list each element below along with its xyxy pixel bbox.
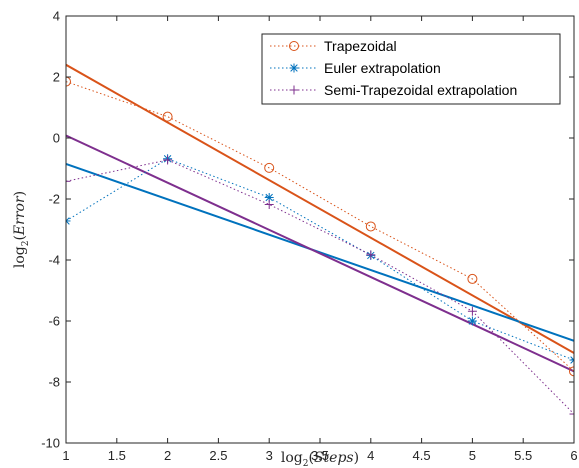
series-1-point-5-d1: [570, 356, 574, 361]
x-axis-label-close: ): [354, 450, 359, 466]
series-2-point-1: [163, 155, 173, 165]
series-0-point-0: [66, 76, 71, 87]
series-1-point-0-d2: [66, 217, 70, 222]
series-2-line: [66, 159, 574, 415]
series-0-line: [66, 81, 574, 372]
series-2-point-5: [569, 409, 574, 419]
legend-label-1: Euler extrapolation: [324, 60, 441, 76]
y-axis-label: log2(Error): [12, 191, 31, 268]
y-tick-label-2: -6: [48, 314, 60, 329]
series-0-point-5: [569, 366, 574, 377]
plot-content: [66, 63, 574, 419]
series-1-point-4: [467, 316, 477, 326]
y-axis-label-subscript: 2: [21, 241, 31, 247]
series-2-point-2: [264, 199, 274, 209]
x-tick-label-10: 6: [570, 448, 577, 463]
series-1-point-2-d2: [265, 193, 273, 202]
y-tick-label-0: -10: [41, 436, 60, 451]
legend-item-0: Trapezoidal: [270, 38, 397, 54]
series-2: [66, 134, 574, 373]
y-tick-label-1: -8: [48, 375, 60, 390]
x-tick-label-7: 4.5: [413, 448, 431, 463]
legend-marker-2: [289, 85, 299, 95]
x-tick-label-6: 4: [367, 448, 374, 463]
series-1-point-5-d2: [570, 359, 574, 364]
x-tick-label-0: 1: [62, 448, 69, 463]
y-axis-label-close: ): [12, 191, 28, 196]
y-tick-label-3: -4: [48, 253, 60, 268]
legend-label-0: Trapezoidal: [324, 38, 397, 54]
x-tick-label-9: 5.5: [514, 448, 532, 463]
x-axis-label: log2(Steps): [281, 450, 359, 468]
series-0-data: [66, 76, 574, 377]
series-1-point-5: [569, 355, 574, 365]
series-2-data: [66, 155, 574, 419]
x-axis-label-arg: (: [309, 450, 314, 466]
series-2-point-4: [467, 306, 477, 316]
plot-area: [66, 63, 574, 419]
x-axis-label-subscript: 2: [303, 459, 309, 468]
x-axis-label-word: Steps: [314, 450, 354, 466]
series-1-point-0-d1: [66, 220, 70, 225]
legend-marker-1: [289, 63, 299, 73]
legend-box: [261, 33, 561, 105]
legend-item-2: Semi-Trapezoidal extrapolation: [270, 82, 517, 98]
series-0-point-4: [467, 273, 478, 284]
y-tick-label-5: 0: [53, 131, 60, 146]
y-axis-label-arg: (: [12, 235, 28, 240]
y-axis-label-word: Error: [12, 195, 28, 236]
series-0-fit-line: [66, 63, 574, 354]
x-tick-label-5: 3.5: [311, 448, 329, 463]
legend-item-1: Euler extrapolation: [270, 60, 441, 76]
series-0: [66, 63, 574, 354]
y-tick-label-7: 4: [53, 9, 60, 24]
series-2-point-0: [66, 176, 71, 186]
series-0-point-1: [162, 111, 173, 122]
x-tick-label-8: 5: [469, 448, 476, 463]
y-tick-label-4: -2: [48, 192, 60, 207]
legend: Trapezoidal Euler extrapolation Semi-Trape…: [261, 33, 561, 105]
x-tick-label-3: 2.5: [209, 448, 227, 463]
x-tick-label-4: 3: [266, 448, 273, 463]
y-tick-label-6: 2: [53, 70, 60, 85]
x-tick-label-1: 1.5: [108, 448, 126, 463]
legend-marker-1-d2: [290, 64, 298, 72]
legend-label-2: Semi-Trapezoidal extrapolation: [324, 82, 517, 98]
series-1-point-4-d2: [468, 317, 477, 325]
legend-marker-0: [289, 41, 299, 51]
series-2-fit-line: [66, 134, 574, 373]
series-2-point-3: [366, 250, 376, 260]
series-0-point-2: [264, 162, 275, 173]
x-tick-label-2: 2: [164, 448, 171, 463]
series-1-data: [66, 154, 574, 365]
axes: 1 1.5 2 2.5 3 3.5 4 4.5 5 5.5 6 -10 -8 -6 -4 -2 0 2 4: [41, 9, 577, 464]
series-0-point-3: [365, 221, 376, 232]
series-1-point-0: [66, 216, 71, 226]
series-1-line: [66, 158, 574, 361]
